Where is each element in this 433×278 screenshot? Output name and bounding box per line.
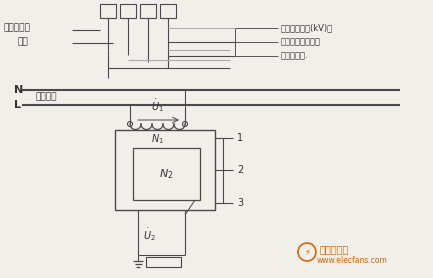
Text: 电子发烧友: 电子发烧友 [320, 244, 349, 254]
Bar [140, 4, 156, 18]
Text: N: N [14, 85, 23, 95]
Text: ⚡: ⚡ [304, 247, 310, 257]
Bar [160, 4, 176, 18]
Text: 电压互感器: 电压互感器 [3, 23, 30, 32]
Text: www.elecfans.com: www.elecfans.com [317, 256, 388, 265]
Text: 绝缘结构。.: 绝缘结构。. [281, 51, 309, 60]
Text: $N_1$: $N_1$ [151, 132, 164, 146]
Text: $N_2$: $N_2$ [159, 167, 174, 181]
Text: 3: 3 [237, 198, 243, 208]
Bar [146, 257, 181, 267]
Bar [115, 130, 215, 210]
Bar [133, 148, 200, 200]
Text: 1: 1 [237, 133, 243, 143]
Bar [100, 4, 116, 18]
Text: 相数: 相数 [18, 37, 29, 46]
Text: 鐵芯及绕组结构。: 鐵芯及绕组结构。 [281, 37, 321, 46]
Text: 一次额定电压(kV)。: 一次额定电压(kV)。 [281, 23, 333, 32]
Text: L: L [14, 100, 21, 110]
Text: $\dot{U}_2$: $\dot{U}_2$ [143, 226, 156, 243]
Text: 2: 2 [237, 165, 243, 175]
Text: 一次线路: 一次线路 [35, 92, 56, 101]
Bar [120, 4, 136, 18]
Text: $\dot{U}_1$: $\dot{U}_1$ [151, 97, 164, 114]
